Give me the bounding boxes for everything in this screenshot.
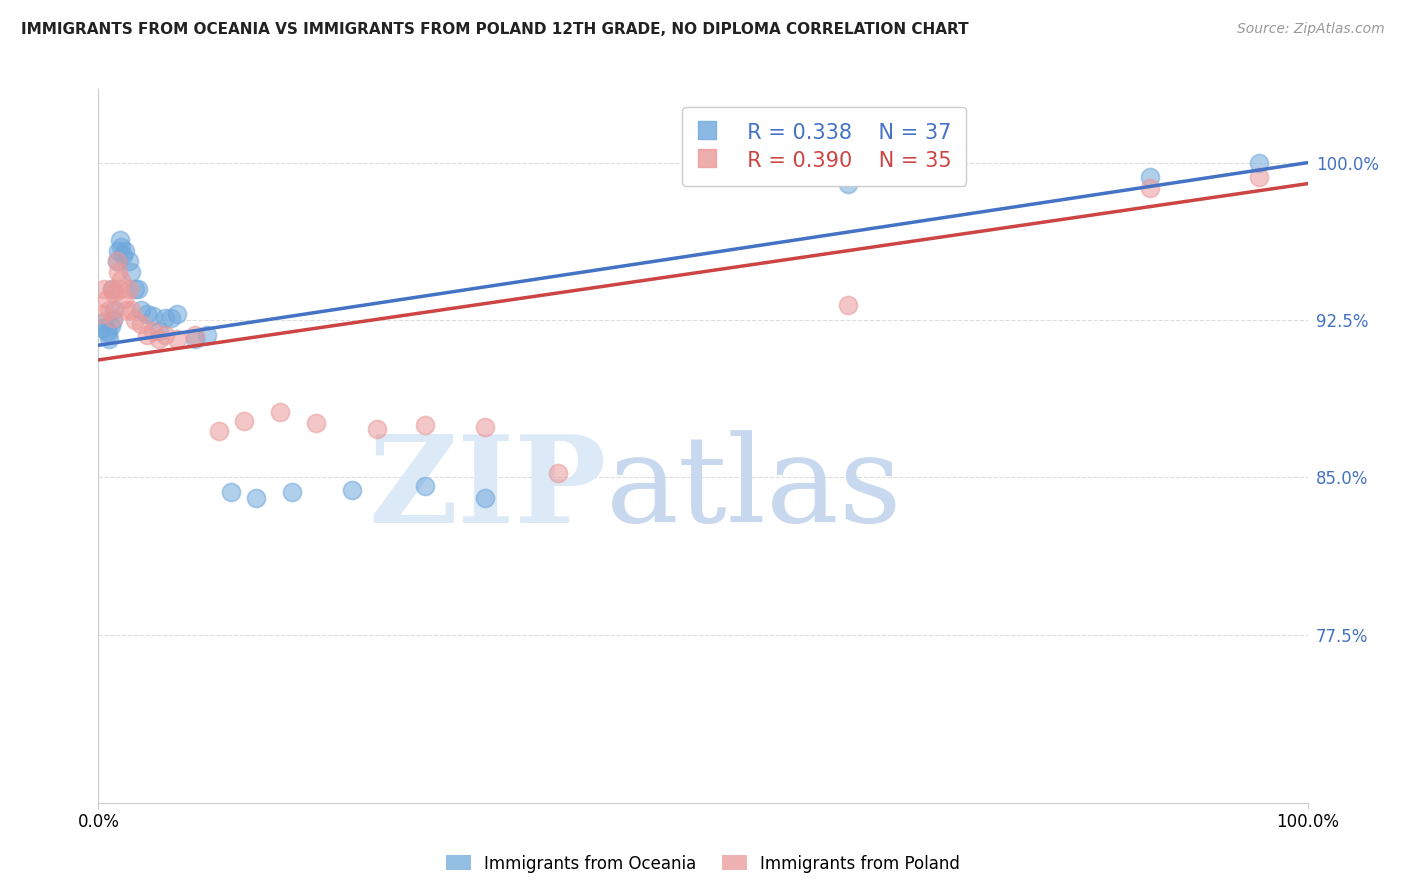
Point [166,332,188,346]
Point [120,302,142,317]
Point [269,405,291,419]
Point [110,273,132,287]
Point [107,265,129,279]
Point [232,414,254,428]
Point [93,315,115,329]
Point [100,319,122,334]
Point [184,332,207,346]
Point [153,310,176,325]
Point [195,327,218,342]
Point [305,416,328,430]
Point [413,479,436,493]
Point [124,282,146,296]
Point [120,265,142,279]
Point [100,282,122,296]
Point [111,248,134,262]
Point [366,422,388,436]
Point [474,420,496,434]
Point [129,302,152,317]
Point [112,292,135,306]
Point [208,425,231,439]
Text: ZIP: ZIP [368,430,606,548]
Point [101,313,124,327]
Point [474,491,496,506]
Point [108,233,131,247]
Point [837,298,859,312]
Point [135,327,157,342]
Text: IMMIGRANTS FROM OCEANIA VS IMMIGRANTS FROM POLAND 12TH GRADE, NO DIPLOMA CORRELA: IMMIGRANTS FROM OCEANIA VS IMMIGRANTS FR… [21,22,969,37]
Point [127,282,149,296]
Point [1249,155,1271,169]
Point [91,307,114,321]
Legend: Immigrants from Oceania, Immigrants from Poland: Immigrants from Oceania, Immigrants from… [440,848,966,880]
Point [184,327,207,342]
Point [118,254,141,268]
Point [124,313,146,327]
Text: Source: ZipAtlas.com: Source: ZipAtlas.com [1237,22,1385,37]
Point [101,310,124,325]
Point [96,324,118,338]
Point [1249,170,1271,185]
Legend:   R = 0.338    N = 37,   R = 0.390    N = 35: R = 0.338 N = 37, R = 0.390 N = 35 [682,107,966,186]
Point [98,332,121,346]
Point [160,310,183,325]
Point [107,244,129,258]
Point [148,324,170,338]
Point [1139,181,1161,195]
Point [837,177,859,191]
Point [281,485,304,500]
Point [96,292,118,306]
Point [245,491,267,506]
Point [118,282,141,296]
Point [93,282,115,296]
Point [153,327,176,342]
Point [142,324,165,338]
Point [1139,170,1161,185]
Point [108,282,131,296]
Point [103,302,125,317]
Point [105,254,128,268]
Point [105,254,128,268]
Point [148,332,170,346]
Point [129,318,152,332]
Point [91,321,114,335]
Point [98,302,121,317]
Point [413,417,436,432]
Point [221,485,243,500]
Point [135,307,157,321]
Point [166,307,188,321]
Point [342,483,364,497]
Point [100,282,122,296]
Point [114,244,136,258]
Point [142,309,165,323]
Point [547,467,569,481]
Point [97,326,120,340]
Point [110,239,132,253]
Point [115,302,138,317]
Point [103,285,125,300]
Text: atlas: atlas [606,430,903,548]
